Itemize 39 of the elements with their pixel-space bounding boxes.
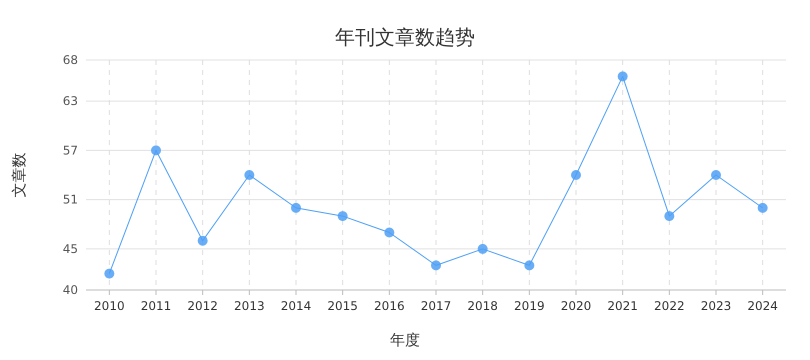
point — [711, 170, 721, 180]
x-tick-label: 2019 — [514, 299, 545, 313]
chart-title: 年刊文章数趋势 — [335, 25, 475, 49]
x-tick-label: 2015 — [327, 299, 358, 313]
point — [151, 145, 161, 156]
x-tick-label: 2018 — [467, 299, 498, 313]
x-tick-label: 2016 — [374, 299, 405, 313]
point — [571, 170, 581, 180]
point — [244, 170, 254, 180]
x-tick-label: 2022 — [654, 299, 685, 313]
point — [338, 211, 348, 222]
point — [664, 211, 674, 222]
x-tick-label: 2020 — [560, 299, 592, 313]
point — [478, 244, 488, 254]
x-tick-label: 2024 — [747, 299, 778, 313]
y-tick-label: 57 — [62, 143, 78, 158]
y-tick-label: 45 — [62, 242, 78, 256]
point — [618, 71, 628, 82]
point — [104, 268, 114, 279]
x-tick-label: 2021 — [607, 299, 638, 313]
point — [291, 202, 301, 213]
x-tick-label: 2013 — [234, 299, 265, 313]
point — [431, 260, 441, 270]
point — [198, 236, 208, 246]
y-tick-label: 51 — [62, 192, 78, 207]
x-tick-label: 2012 — [187, 299, 218, 313]
x-tick-label: 2017 — [420, 299, 452, 313]
y-axis-title: 文章数 — [10, 152, 28, 198]
y-tick-label: 68 — [62, 53, 78, 67]
x-tick-label: 2011 — [140, 299, 172, 313]
point — [524, 260, 534, 270]
y-tick-label: 63 — [62, 94, 78, 108]
point — [758, 202, 768, 213]
x-axis-title: 年度 — [390, 331, 420, 349]
point — [384, 228, 394, 238]
x-tick-label: 2023 — [700, 299, 732, 313]
y-tick-label: 40 — [62, 283, 78, 297]
x-tick-label: 2014 — [280, 299, 312, 313]
x-tick-label: 2010 — [94, 299, 125, 313]
